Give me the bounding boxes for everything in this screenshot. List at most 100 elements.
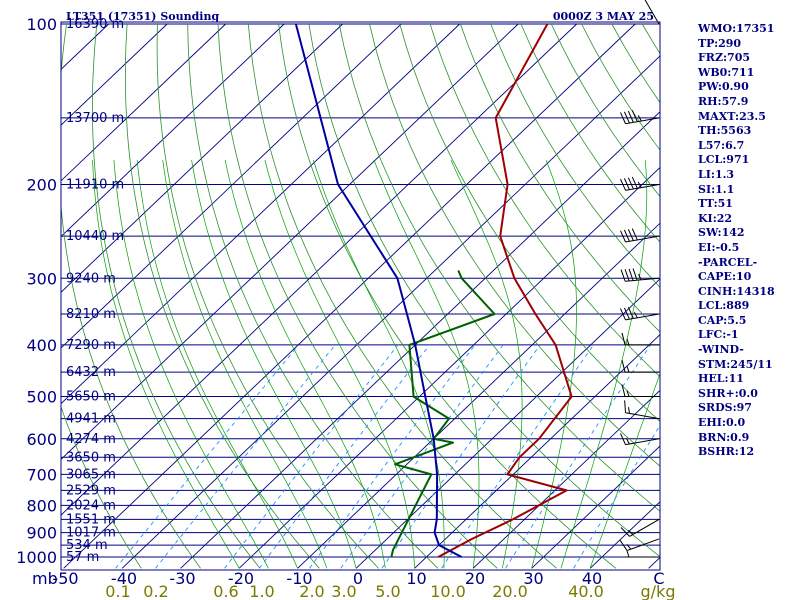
pressure-tick-label: 500 bbox=[26, 388, 57, 407]
stat-item: TH:5563 bbox=[698, 124, 752, 138]
stat-item: STM:245/11 bbox=[698, 357, 773, 371]
mixing-ratio-line bbox=[340, 344, 504, 569]
dry-adiabat-line bbox=[187, 23, 439, 569]
moist-adiabat-line bbox=[191, 160, 357, 569]
isotherm-line bbox=[61, 23, 285, 238]
isotherm-line bbox=[414, 333, 660, 569]
mixing-ratio-line bbox=[573, 424, 660, 569]
height-label: 534 m bbox=[66, 538, 108, 553]
dry-adiabat-line bbox=[156, 23, 379, 569]
wind-barb bbox=[621, 360, 659, 373]
wind-barb bbox=[620, 176, 660, 191]
pressure-tick-label: 400 bbox=[26, 336, 57, 355]
stat-item: TT:51 bbox=[698, 197, 733, 211]
moist-adiabat-line bbox=[313, 159, 445, 569]
moist-adiabat-line bbox=[92, 160, 240, 569]
isotherm-line bbox=[180, 111, 660, 569]
temperature-tick-label: -20 bbox=[228, 569, 254, 588]
height-label: 1017 m bbox=[66, 526, 116, 541]
pressure-tick-label: 800 bbox=[26, 496, 57, 515]
stat-item: LCL:889 bbox=[698, 299, 750, 313]
isotherm-line bbox=[61, 23, 577, 516]
height-label: 10440 m bbox=[66, 229, 124, 244]
temperature-tick-label: -10 bbox=[286, 569, 312, 588]
stat-item: RH:57.9 bbox=[698, 94, 749, 108]
moist-adiabat-line bbox=[560, 160, 648, 569]
dry-adiabat-line bbox=[91, 23, 261, 569]
stat-item: SRDS:97 bbox=[698, 401, 752, 415]
height-label: 5650 m bbox=[66, 390, 116, 405]
profile-lines bbox=[294, 23, 573, 558]
dewpoint-line bbox=[390, 270, 496, 558]
height-label: 57 m bbox=[66, 550, 99, 565]
temperature-tick-label: 40 bbox=[582, 569, 602, 588]
wind-barb bbox=[621, 332, 659, 346]
dry-adiabat-line bbox=[429, 23, 660, 378]
height-label: 2024 m bbox=[66, 498, 116, 513]
mixing-ratio-label: 3.0 bbox=[331, 582, 356, 600]
height-labels: 16390 m 13700 m 11910 m 10440 m 9240 m 8210 m… bbox=[66, 17, 124, 565]
mixing-ratio-label: 5.0 bbox=[375, 582, 400, 600]
mixing-ratio-label: 40.0 bbox=[568, 582, 604, 600]
stat-item: KI:22 bbox=[698, 211, 733, 225]
wind-barb bbox=[620, 110, 660, 125]
wind-barb bbox=[620, 268, 660, 282]
stat-item: WMO:17351 bbox=[698, 22, 775, 35]
parcel-line bbox=[294, 23, 463, 558]
mixing-ratio-label: 0.6 bbox=[213, 582, 238, 600]
mixing-ratio-label: 20.0 bbox=[492, 582, 528, 600]
stat-item: LI:1.3 bbox=[698, 167, 735, 181]
isotherm-line bbox=[61, 23, 343, 293]
mixing-ratio-line bbox=[155, 344, 336, 569]
temperature-tick-label: -30 bbox=[169, 569, 195, 588]
chart-title: LT351 (17351) Sounding bbox=[66, 10, 219, 23]
wind-barb bbox=[619, 538, 660, 552]
isotherm-line bbox=[121, 55, 660, 569]
wind-barb bbox=[624, 400, 660, 420]
mixing-ratio-line bbox=[441, 344, 594, 569]
pressure-tick-label: 200 bbox=[26, 175, 57, 194]
dry-adiabat-line bbox=[460, 23, 660, 333]
mixing-ratio-unit: g/kg bbox=[641, 582, 676, 600]
dry-adiabat-line bbox=[278, 23, 617, 569]
height-label: 4941 m bbox=[66, 412, 116, 427]
stat-item: LFC:-1 bbox=[698, 328, 739, 342]
moist-adiabat-line bbox=[373, 159, 480, 569]
height-label: 4274 m bbox=[66, 432, 116, 447]
stat-item: TP:290 bbox=[698, 36, 742, 50]
chart-time: 0000Z 3 MAY 25 bbox=[553, 10, 654, 23]
height-label: 9240 m bbox=[66, 271, 116, 286]
moist-adiabat-line bbox=[589, 372, 660, 569]
isotherm-line bbox=[61, 23, 402, 349]
wind-barb bbox=[620, 228, 660, 243]
stat-item: SHR+:0.0 bbox=[698, 386, 758, 400]
height-label: 3650 m bbox=[66, 450, 116, 465]
height-label: 2529 m bbox=[66, 483, 116, 498]
stat-item: BRN:0.9 bbox=[698, 430, 750, 444]
height-label: 6432 m bbox=[66, 365, 116, 380]
dry-adiabat-line bbox=[61, 23, 201, 569]
dry-adiabat-line bbox=[338, 23, 660, 512]
isotherm-line bbox=[0, 24, 50, 568]
stat-item: CAPE:10 bbox=[698, 270, 752, 284]
wind-barb bbox=[625, 550, 659, 558]
isotherm-line bbox=[355, 278, 660, 569]
pressure-tick-label: 900 bbox=[26, 524, 57, 543]
stat-item: SW:142 bbox=[698, 226, 745, 240]
moist-adiabat-line bbox=[224, 160, 386, 569]
stat-item: LCL:971 bbox=[698, 153, 750, 167]
moist-adiabat-line bbox=[531, 159, 577, 569]
isotherm-line bbox=[63, 23, 636, 569]
moist-adiabat-line bbox=[450, 159, 523, 569]
dry-adiabat-line bbox=[217, 23, 498, 569]
stat-item: MAXT:23.5 bbox=[698, 109, 766, 123]
plot-frame bbox=[60, 21, 661, 571]
wind-barb bbox=[621, 384, 659, 398]
stat-item: L57:6.7 bbox=[698, 138, 745, 152]
pressure-tick-label: 100 bbox=[26, 15, 57, 34]
dry-adiabat-line bbox=[61, 405, 142, 569]
dry-adiabat-line bbox=[247, 23, 557, 569]
pressure-tick-label: 1000 bbox=[16, 548, 57, 567]
dry-adiabat-line bbox=[125, 23, 320, 569]
